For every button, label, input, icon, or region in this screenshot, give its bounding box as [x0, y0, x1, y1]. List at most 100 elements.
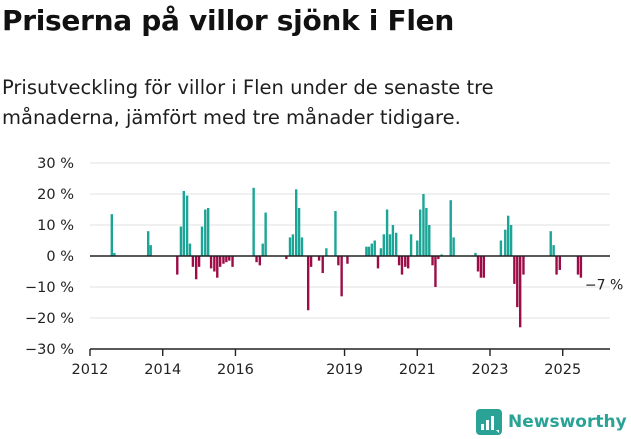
bar: [549, 231, 552, 256]
bar: [204, 209, 207, 256]
bar: [225, 256, 228, 263]
bar: [379, 248, 383, 256]
bar: [397, 256, 401, 266]
x-tick-label: 2021: [399, 362, 436, 378]
bar: [346, 256, 349, 264]
bar: [449, 200, 452, 256]
bar: [418, 209, 422, 256]
bar: [504, 229, 507, 256]
bar: [340, 256, 343, 297]
bar: [437, 256, 440, 260]
bar: [416, 240, 419, 256]
bar: [179, 226, 183, 256]
y-tick-label: −20 %: [25, 311, 74, 327]
bar: [400, 256, 404, 275]
bar: [317, 256, 321, 261]
bar: [576, 256, 580, 275]
newsworthy-icon: [476, 409, 502, 435]
bar: [367, 246, 371, 256]
bar: [228, 256, 231, 261]
bar: [194, 256, 198, 280]
bar: [188, 243, 192, 256]
bar-series: [110, 187, 583, 328]
bar: [373, 240, 376, 256]
tick-labels: 30 % 20 % 10 % 0 % −10 % −20 % −30 % 2012 2014 20…: [25, 156, 623, 378]
bar: [297, 207, 301, 256]
y-tick-label: −30 %: [25, 342, 74, 358]
bar: [182, 190, 186, 256]
y-tick-label: 20 %: [37, 187, 74, 203]
bar: [337, 256, 340, 266]
bar: [406, 256, 410, 269]
y-tick-label: 30 %: [37, 156, 74, 172]
bar: [479, 256, 483, 278]
x-tick-label: 2019: [326, 362, 363, 378]
bar: [294, 189, 298, 256]
bar: [422, 194, 425, 256]
bar: [309, 256, 313, 267]
bar: [482, 256, 486, 278]
y-tick-label: 0 %: [46, 249, 74, 265]
y-tick-label: −10 %: [25, 280, 74, 296]
bar: [325, 248, 328, 256]
bar: [425, 207, 428, 256]
x-tick-label: 2023: [472, 362, 509, 378]
bar: [261, 243, 264, 256]
bar: [222, 256, 225, 264]
bar: [113, 252, 116, 256]
bar: [516, 256, 519, 308]
page-title: Priserna på villor sjönk i Flen: [2, 4, 454, 37]
bar: [404, 256, 407, 267]
bar: [382, 234, 386, 256]
x-tick-label: 2012: [72, 362, 109, 378]
bar: [513, 256, 516, 284]
last-value-annotation: −7 %: [585, 278, 623, 294]
chart-subtitle: Prisutveckling för villor i Flen under d…: [2, 76, 494, 129]
bar: [321, 256, 324, 274]
bar: [452, 237, 455, 256]
bar: [288, 237, 292, 256]
x-tick-label: 2025: [544, 362, 581, 378]
bar: [264, 212, 267, 256]
bar: [185, 195, 189, 256]
bar: [146, 231, 150, 256]
newsworthy-logo[interactable]: Newsworthy: [476, 407, 627, 437]
bar: [365, 246, 368, 256]
bar: [474, 252, 477, 256]
bar: [206, 207, 210, 256]
bar: [149, 245, 152, 256]
bar: [558, 256, 562, 270]
bar: [218, 256, 222, 267]
bar: [255, 256, 258, 263]
bar: [216, 256, 219, 278]
bar: [428, 225, 431, 256]
bar: [291, 234, 295, 256]
bar: [110, 214, 114, 256]
bar: [409, 234, 413, 256]
bar: [434, 256, 437, 287]
bar: [209, 256, 213, 269]
bar: [258, 256, 262, 266]
bar: [200, 226, 204, 256]
bar: [231, 256, 234, 267]
bar: [213, 256, 216, 272]
bar: [499, 240, 503, 256]
bar: [391, 225, 395, 256]
bar: [376, 256, 380, 269]
bar: [476, 256, 480, 272]
bar: [552, 245, 555, 256]
bar: [431, 256, 434, 266]
bar: [176, 256, 179, 275]
bar: [522, 256, 525, 275]
bar: [370, 243, 374, 256]
y-tick-label: 10 %: [37, 218, 74, 234]
bar: [579, 256, 583, 278]
bar: [285, 256, 288, 260]
axes: [89, 255, 610, 356]
bar: [252, 187, 255, 256]
bar: [197, 256, 201, 267]
bar: [394, 232, 398, 256]
bar: [306, 256, 310, 311]
bar: [555, 256, 558, 275]
